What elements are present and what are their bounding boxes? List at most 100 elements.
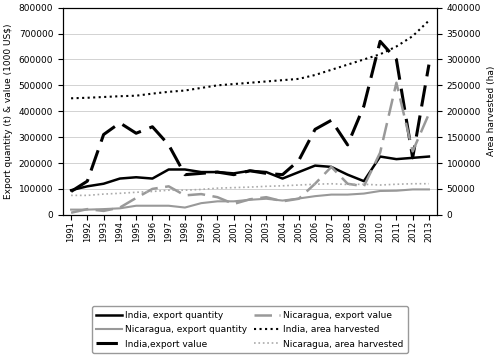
India, export quantity [166,167,172,171]
India,export value [117,121,123,125]
Line: India,export value: India,export value [71,41,429,192]
Nicaragua, area harvested [100,192,106,196]
Nicaragua, export value [100,209,106,213]
Nicaragua, export quantity [150,204,156,208]
India, export quantity [344,173,350,177]
Nicaragua, export quantity [198,201,204,205]
Nicaragua, area harvested [117,191,123,195]
India, area harvested [361,57,367,62]
Nicaragua, area harvested [133,190,139,194]
India,export value [68,189,74,194]
India, area harvested [182,88,188,93]
India, export quantity [182,167,188,171]
Nicaragua, export value [68,211,74,215]
Nicaragua, area harvested [328,182,334,186]
Nicaragua, export quantity [296,196,302,200]
Nicaragua, area harvested [182,188,188,192]
Nicaragua, export quantity [182,205,188,210]
Nicaragua, export quantity [426,187,432,192]
Nicaragua, export value [296,197,302,201]
India, export quantity [230,171,236,175]
India, area harvested [214,83,220,87]
Nicaragua, export value [394,81,400,85]
Nicaragua, export quantity [328,193,334,197]
India, area harvested [377,52,383,57]
India, area harvested [150,92,156,96]
Nicaragua, export value [182,193,188,198]
Nicaragua, export value [214,195,220,199]
Nicaragua, area harvested [247,185,253,189]
India,export value [198,171,204,175]
Nicaragua, area harvested [410,182,416,186]
Line: India, area harvested: India, area harvested [71,21,429,98]
Nicaragua, area harvested [394,182,400,187]
India,export value [150,125,156,129]
Nicaragua, area harvested [264,184,270,188]
India, area harvested [312,73,318,77]
Nicaragua, export value [344,182,350,186]
Nicaragua, export value [377,150,383,155]
Nicaragua, area harvested [312,182,318,187]
India, export quantity [198,170,204,174]
Nicaragua, export quantity [344,193,350,197]
Nicaragua, area harvested [280,184,285,188]
India, export quantity [410,156,416,160]
India, export quantity [68,188,74,192]
India, area harvested [247,81,253,85]
India, export quantity [361,179,367,183]
India,export value [410,156,416,160]
India, export quantity [150,176,156,181]
Nicaragua, export quantity [394,189,400,193]
Nicaragua, area harvested [426,182,432,186]
Nicaragua, export value [150,187,156,191]
Nicaragua, export quantity [68,208,74,212]
India, export quantity [84,184,90,188]
India, export quantity [100,182,106,186]
India, export quantity [264,170,270,174]
India,export value [100,132,106,137]
India,export value [230,173,236,177]
Nicaragua, area harvested [230,185,236,190]
Nicaragua, export quantity [100,207,106,211]
Nicaragua, export value [247,197,253,202]
Line: Nicaragua, export value: Nicaragua, export value [71,83,429,213]
Nicaragua, export quantity [117,206,123,211]
Nicaragua, area harvested [296,183,302,187]
Nicaragua, export value [410,149,416,154]
India, area harvested [296,77,302,81]
India, export quantity [328,165,334,169]
India,export value [344,143,350,147]
Nicaragua, export value [230,202,236,206]
India, area harvested [426,19,432,23]
Nicaragua, export value [84,207,90,211]
India, export quantity [377,154,383,159]
India, export quantity [280,176,285,181]
Nicaragua, area harvested [198,187,204,192]
India, area harvested [410,34,416,38]
India, area harvested [166,90,172,94]
Nicaragua, export quantity [280,198,285,203]
Nicaragua, export value [280,199,285,203]
Nicaragua, area harvested [150,189,156,194]
Nicaragua, export quantity [133,204,139,208]
India,export value [280,173,285,177]
India, export quantity [426,154,432,159]
India, export quantity [394,157,400,161]
India,export value [394,57,400,62]
Legend: India, export quantity, Nicaragua, export quantity, India,export value, Nicaragu: India, export quantity, Nicaragua, expor… [92,306,408,353]
India,export value [84,179,90,183]
Nicaragua, export value [264,195,270,199]
Nicaragua, export quantity [264,197,270,201]
India, area harvested [394,44,400,49]
Nicaragua, area harvested [214,186,220,190]
Line: India, export quantity: India, export quantity [71,156,429,190]
India,export value [264,171,270,175]
India, area harvested [280,78,285,82]
Nicaragua, area harvested [84,193,90,198]
Y-axis label: Area harvested (ha): Area harvested (ha) [487,66,496,156]
Nicaragua, area harvested [344,182,350,187]
Nicaragua, export value [198,192,204,196]
India,export value [166,143,172,147]
India, area harvested [198,86,204,90]
Nicaragua, export quantity [247,198,253,202]
